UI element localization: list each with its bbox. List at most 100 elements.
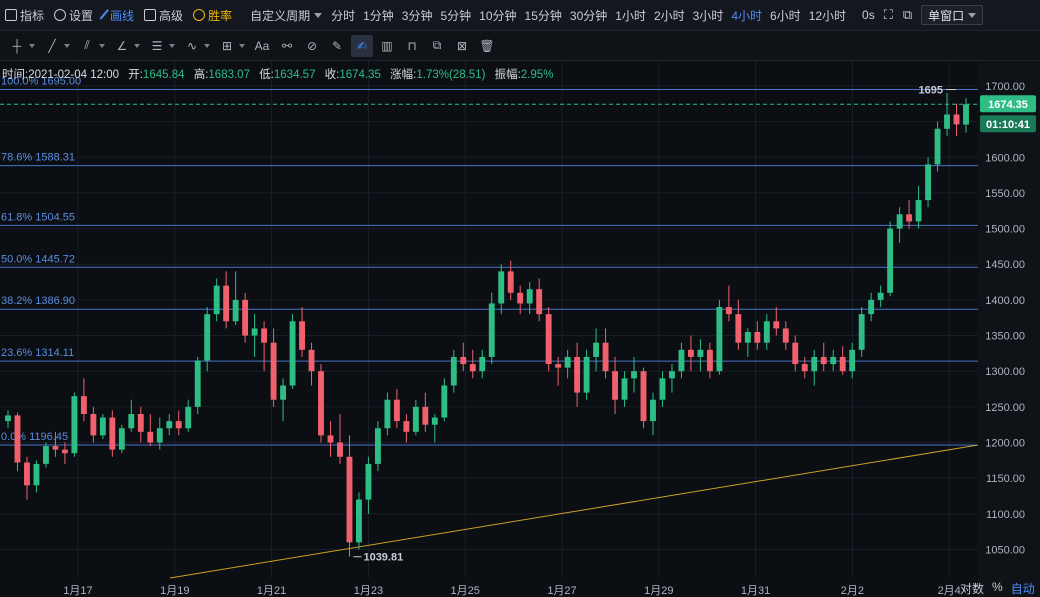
period-3[interactable]: 5分钟 (440, 8, 472, 23)
candle-body (43, 446, 49, 464)
wave-tool-icon[interactable]: ∿ (186, 38, 198, 53)
period-12[interactable]: 12小时 (808, 8, 847, 23)
custom-period-label: 自定义周期 (250, 8, 311, 23)
candle-body (261, 328, 268, 343)
candle-body (52, 446, 59, 450)
window-mode-dropdown[interactable]: 单窗口 (921, 5, 984, 25)
settings-button[interactable]: 设置 (49, 0, 98, 31)
chart-background (0, 61, 1040, 597)
candle-body (431, 417, 438, 425)
rectangle-tool-icon[interactable]: ⊞ (221, 38, 233, 53)
y-tick-label: 1600.00 (985, 152, 1025, 164)
countdown-mode[interactable]: 0s (862, 8, 875, 22)
advanced-button[interactable]: 高级 (139, 0, 188, 31)
period-0[interactable]: 分时 (331, 8, 356, 23)
candle-body (621, 378, 628, 400)
trendline-tool-icon[interactable]: ╱ (48, 38, 56, 53)
high-label: 高: (193, 69, 209, 81)
candle-body (337, 442, 343, 457)
period-6[interactable]: 30分钟 (569, 8, 608, 23)
candle-body (650, 399, 656, 422)
candle-body (564, 356, 571, 368)
measure-tool-icon[interactable]: ▥ (381, 38, 393, 53)
x-tick-label: 1月23 (354, 585, 383, 597)
candle-body (450, 356, 457, 386)
ohlc-info-line: 时间:2021-02-04 12:00 开:1645.84 高:1683.07 … (2, 66, 559, 82)
change-label: 涨幅: (390, 69, 417, 81)
period-4[interactable]: 10分钟 (479, 8, 517, 23)
fullscreen-button[interactable]: ⛶ (883, 7, 893, 22)
period-2[interactable]: 3分钟 (401, 8, 433, 23)
candle-body (887, 228, 894, 293)
candle-body (137, 413, 144, 432)
horizontal-lines-tool-icon[interactable]: ☰ (151, 38, 163, 53)
countdown-label: 01:10:41 (986, 119, 1030, 131)
period-5[interactable]: 15分钟 (524, 8, 562, 23)
amplitude-label: 振幅: (494, 69, 521, 81)
candle-body (963, 104, 969, 125)
candle-body (479, 356, 486, 372)
period-1[interactable]: 1分钟 (363, 8, 394, 23)
draw-label: 画线 (110, 8, 135, 23)
countdown-badge (980, 115, 1036, 133)
winrate-button[interactable]: 胜率 (188, 0, 237, 31)
price-chart[interactable]: 100.0% 1695.00 78.6% 1588.31 61.8% 1504.55… (0, 61, 1040, 597)
y-tick-label: 1700.00 (985, 81, 1025, 93)
candle-body (384, 399, 391, 429)
angle-tool-icon[interactable]: ∠ (116, 38, 128, 53)
period-8[interactable]: 2小时 (653, 8, 685, 23)
candle-body (175, 421, 182, 429)
candle-body (801, 364, 808, 372)
close-label: 收: (324, 69, 340, 81)
copy-tool-icon[interactable]: ⧉ (432, 38, 442, 52)
candle-body (299, 321, 305, 350)
x-tick-label: 2月2 (841, 585, 864, 597)
magnet-tool-icon[interactable]: ⊘ (306, 38, 318, 53)
hide-tool-icon[interactable]: ⊠ (456, 38, 468, 53)
trend-line (169, 444, 979, 579)
fibonacci-tool-icon[interactable]: ⚯ (281, 38, 293, 53)
y-tick-label: 1350.00 (985, 331, 1025, 343)
trash-icon[interactable]: 🗑 (479, 38, 495, 53)
candle-body (365, 463, 372, 500)
ruler-tool-icon[interactable]: ✎ (331, 38, 343, 53)
layers-icon (144, 9, 157, 21)
axis-mode-controls: 对数 % 自动 (960, 580, 1035, 597)
period-10[interactable]: 4小时 (731, 8, 762, 23)
candle-body (830, 356, 837, 365)
x-tick-label: 1月25 (451, 585, 480, 597)
clock-icon (193, 9, 206, 21)
draw-button[interactable]: 画线 (98, 0, 139, 31)
candle-body (289, 321, 296, 386)
candle-body (536, 289, 543, 315)
period-11[interactable]: 6小时 (770, 8, 801, 23)
time-value: 2021-02-04 12:00 (28, 69, 120, 81)
indicator-button[interactable]: 指标 (0, 0, 49, 31)
x-tick-label: 1月27 (547, 585, 576, 597)
candle-body (488, 303, 495, 357)
lock-tool-icon[interactable]: ⊓ (407, 38, 417, 53)
period-7[interactable]: 1小时 (615, 8, 646, 23)
text-tool-icon[interactable]: Aa (254, 38, 270, 53)
candle-body (185, 406, 192, 429)
auto-scale-toggle[interactable]: 自动 (1010, 582, 1035, 596)
parallel-channel-tool-icon[interactable]: ⫽ (84, 38, 90, 52)
custom-period-dropdown[interactable]: 自定义周期 (245, 0, 327, 31)
candle-body (792, 342, 799, 365)
candle-body (308, 349, 315, 372)
crosshair-tool-icon[interactable]: ┼ (12, 38, 22, 53)
y-tick-label: 1500.00 (985, 224, 1025, 236)
candle-body (545, 314, 552, 365)
fib-level-label: 61.8% 1504.55 (1, 211, 75, 223)
candle-body (24, 462, 30, 486)
chevron-down-icon (314, 12, 323, 18)
period-9[interactable]: 3小时 (692, 8, 724, 23)
candle-body (669, 371, 675, 379)
percent-scale-toggle[interactable]: % (992, 580, 1003, 594)
draw-mode-tool-icon[interactable]: ✍ (351, 34, 373, 57)
screenshot-button[interactable]: ⧉ (902, 7, 913, 22)
indicator-icon (5, 9, 17, 21)
candle-body (915, 200, 922, 222)
candle-body (858, 314, 865, 350)
log-scale-toggle[interactable]: 对数 (960, 582, 985, 596)
